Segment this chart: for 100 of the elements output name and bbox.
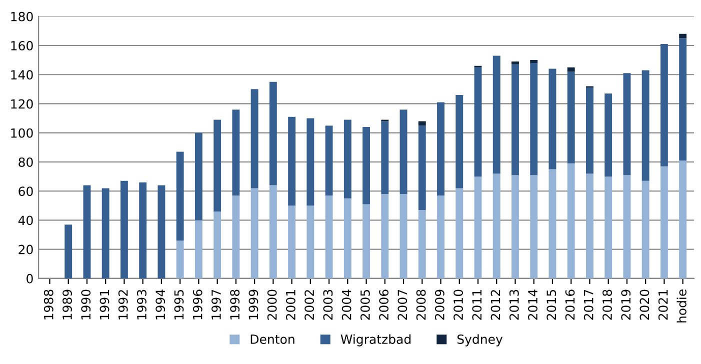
bar bbox=[418, 210, 426, 278]
x-tick-label: 2004 bbox=[342, 290, 352, 320]
bar bbox=[530, 175, 538, 278]
bar bbox=[530, 62, 538, 176]
bar bbox=[83, 185, 91, 278]
x-tick-label: 1992 bbox=[118, 290, 128, 320]
x-tick-label: 2012 bbox=[490, 290, 500, 320]
x-tick-label: 1990 bbox=[81, 290, 91, 320]
bar bbox=[250, 89, 258, 188]
bar bbox=[381, 121, 389, 194]
bar bbox=[288, 116, 296, 206]
bar bbox=[120, 180, 128, 278]
bar bbox=[437, 195, 444, 278]
x-tick-label: 2014 bbox=[528, 290, 538, 320]
bar bbox=[306, 206, 314, 278]
bar bbox=[548, 68, 556, 170]
bar bbox=[139, 182, 147, 278]
bar bbox=[437, 102, 444, 196]
x-tick-label: 2001 bbox=[286, 290, 296, 320]
x-tick-label: 2006 bbox=[379, 290, 389, 320]
bar bbox=[418, 121, 426, 126]
bar bbox=[679, 160, 687, 278]
bar bbox=[530, 60, 538, 63]
bar bbox=[567, 72, 575, 164]
bar bbox=[586, 88, 594, 174]
x-tick-label: 2008 bbox=[416, 290, 426, 320]
x-tick-label: 2009 bbox=[434, 290, 444, 320]
bar bbox=[623, 175, 631, 278]
legend-label: Denton bbox=[250, 334, 294, 344]
y-tick-label: 120 bbox=[11, 99, 33, 109]
bar bbox=[214, 211, 222, 278]
y-tick-label: 60 bbox=[18, 186, 33, 196]
bar bbox=[232, 110, 240, 196]
x-tick-label: 2013 bbox=[509, 290, 519, 320]
bar bbox=[456, 188, 464, 278]
bar bbox=[418, 126, 426, 210]
y-tick-label: 20 bbox=[18, 244, 33, 254]
legend-label: Wigratzbad bbox=[340, 334, 410, 346]
bar bbox=[642, 180, 650, 278]
y-tick-label: 100 bbox=[11, 128, 33, 138]
bar bbox=[102, 188, 110, 278]
x-tick-label: 1995 bbox=[174, 290, 184, 320]
bar bbox=[567, 67, 575, 72]
x-tick-label: 2011 bbox=[472, 290, 482, 320]
x-tick-label: 2021 bbox=[658, 290, 668, 320]
bar bbox=[232, 195, 240, 278]
bar bbox=[474, 67, 482, 177]
bar bbox=[325, 195, 333, 278]
bar bbox=[492, 174, 500, 278]
bar bbox=[325, 126, 333, 196]
bar bbox=[158, 185, 166, 278]
bar bbox=[362, 204, 370, 278]
bar bbox=[660, 44, 668, 166]
bar bbox=[586, 174, 594, 278]
legend-label: Sydney bbox=[457, 334, 503, 346]
x-tick-label: 2015 bbox=[546, 290, 556, 320]
bar bbox=[679, 38, 687, 161]
bar bbox=[604, 176, 612, 278]
x-tick-label: 2003 bbox=[323, 290, 333, 320]
x-tick-label: 1988 bbox=[44, 290, 54, 320]
x-tick-label: 2007 bbox=[398, 290, 408, 320]
bar bbox=[269, 185, 277, 278]
x-tick-label: 2010 bbox=[454, 290, 463, 320]
bar bbox=[679, 34, 687, 38]
x-tick-label: 2016 bbox=[565, 290, 575, 320]
bar bbox=[642, 70, 650, 181]
bar bbox=[344, 120, 352, 198]
x-tick-label: 1989 bbox=[62, 290, 72, 320]
y-tick-label: 180 bbox=[11, 12, 33, 22]
x-tick-label: 1997 bbox=[211, 290, 221, 320]
x-tick-label: hodie bbox=[676, 290, 686, 322]
bar bbox=[512, 64, 519, 176]
x-tick-label: 2005 bbox=[360, 290, 370, 320]
y-tick-label: 40 bbox=[18, 216, 33, 226]
bar bbox=[194, 132, 202, 220]
x-tick-label: 2017 bbox=[584, 290, 594, 320]
bar bbox=[194, 220, 202, 278]
x-tick-label: 1991 bbox=[100, 290, 110, 320]
bar bbox=[64, 224, 72, 278]
bar bbox=[362, 127, 370, 204]
y-tick-label: 80 bbox=[18, 157, 33, 167]
x-tick-label: 1994 bbox=[156, 290, 166, 320]
bar bbox=[344, 198, 352, 278]
y-tick-label: 160 bbox=[11, 40, 33, 50]
bar bbox=[548, 169, 556, 278]
x-tick-label: 2019 bbox=[621, 290, 631, 320]
bar bbox=[456, 95, 464, 188]
x-tick-label: 2020 bbox=[640, 290, 650, 320]
bar bbox=[660, 166, 668, 278]
x-tick-label: 2002 bbox=[304, 290, 314, 320]
y-tick-label: 140 bbox=[11, 70, 33, 80]
bar bbox=[176, 152, 184, 241]
bar bbox=[306, 118, 314, 206]
bar bbox=[288, 206, 296, 278]
bar bbox=[474, 176, 482, 278]
bar bbox=[604, 94, 612, 177]
y-tick-label: 0 bbox=[26, 274, 33, 284]
x-tick-label: 1993 bbox=[137, 290, 146, 320]
bar bbox=[512, 175, 519, 278]
bar bbox=[269, 82, 277, 186]
